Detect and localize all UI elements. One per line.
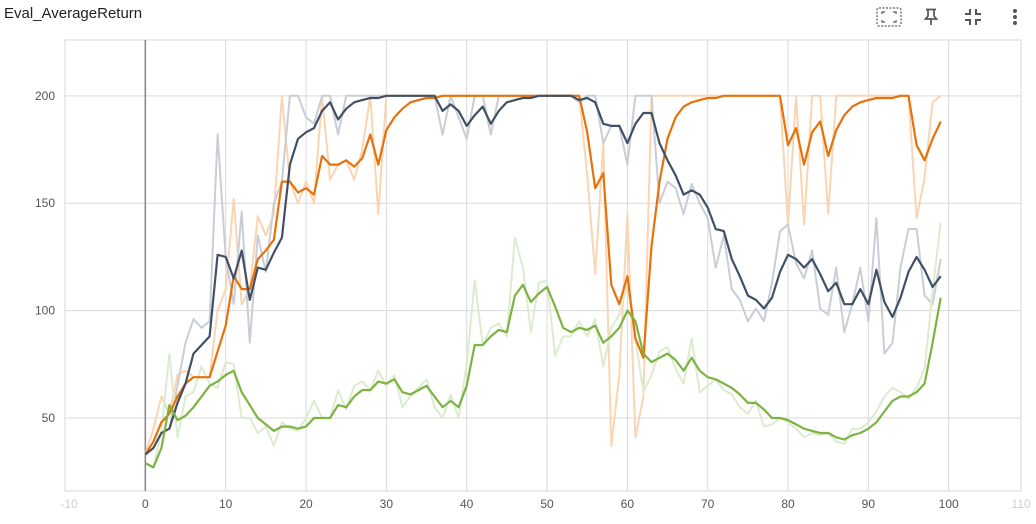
series-smoothed-line[interactable] [144,94,942,456]
pin-icon [923,8,939,25]
y-tick-label: 100 [35,304,55,318]
chart-title: Eval_AverageReturn [4,5,143,22]
x-tick-label: 50 [540,497,554,511]
x-tick-label: 0 [142,497,149,511]
x-tick-label: 80 [781,497,795,511]
x-tick-label: 100 [939,497,959,511]
x-tick-label-faint: -10 [60,497,78,511]
card-toolbar [874,4,1030,30]
y-tick-label: 50 [42,411,56,425]
fit-domain-button[interactable] [874,5,904,29]
plot-frame [64,39,1022,492]
y-tick-label: 150 [35,196,55,210]
x-tick-label: 70 [701,497,715,511]
x-tick-label: 30 [380,497,394,511]
fit-to-data-icon [876,7,902,27]
x-tick-label: 20 [299,497,313,511]
more-button[interactable] [1000,5,1030,29]
x-tick-label-faint: 110 [1011,497,1030,511]
x-tick-label: 90 [862,497,876,511]
collapse-icon [965,9,981,25]
more-vert-icon [1013,9,1017,25]
y-tick-label: 200 [35,89,55,103]
x-tick-label: 60 [621,497,635,511]
x-tick-label: 40 [460,497,474,511]
series-raw-line [144,222,942,469]
collapse-button[interactable] [958,5,988,29]
series-smoothed-line[interactable] [144,283,942,469]
pin-button[interactable] [916,5,946,29]
x-tick-label: 10 [219,497,233,511]
